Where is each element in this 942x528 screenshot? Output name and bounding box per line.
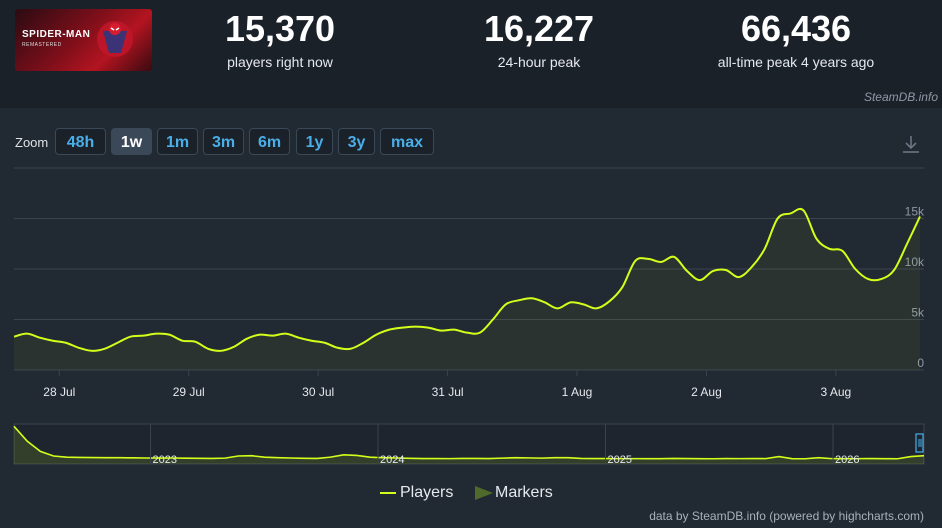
markers-flag-icon	[475, 485, 493, 500]
y-axis-labels: 0 5k 10k 15k	[905, 205, 925, 371]
zoom-1m-button[interactable]: 1m	[157, 128, 198, 155]
stat-label: all-time peak 4 years ago	[717, 54, 875, 70]
x-tick-label: 2 Aug	[691, 385, 722, 399]
stat-label: 24-hour peak	[497, 54, 581, 70]
y-tick-label: 0	[917, 356, 924, 370]
stat-players-now: 15,370 players right now	[180, 8, 380, 70]
stat-value: 16,227	[483, 8, 595, 49]
zoom-3y-button[interactable]: 3y	[338, 128, 375, 155]
zoom-1y-button[interactable]: 1y	[296, 128, 333, 155]
players-line	[13, 207, 921, 352]
x-tick-label: 3 Aug	[821, 385, 852, 399]
game-title: SPIDER-MAN	[22, 29, 91, 40]
y-tick-label: 5k	[911, 306, 925, 320]
y-tick-label: 10k	[905, 255, 925, 269]
players-legend-swatch-icon	[380, 491, 396, 494]
navigator-year-label: 2024	[380, 454, 404, 466]
game-subtitle: REMASTERED	[22, 42, 62, 48]
x-tick-label: 29 Jul	[173, 385, 205, 399]
zoom-3m-button[interactable]: 3m	[203, 128, 244, 155]
zoom-48h-button[interactable]: 48h	[55, 128, 106, 155]
y-tick-label: 15k	[905, 205, 925, 219]
x-axis-labels: 28 Jul 29 Jul 30 Jul 31 Jul 1 Aug 2 Aug 3 Aug	[43, 370, 851, 399]
stats-header: SPIDER-MAN REMASTERED 15,370 players rig…	[0, 0, 942, 88]
legend-players-label: Players	[400, 484, 454, 501]
zoom-max-button[interactable]: max	[380, 128, 434, 155]
x-tick-label: 1 Aug	[562, 385, 593, 399]
navigator-year-label: 2026	[835, 454, 859, 466]
legend-markers[interactable]: Markers	[475, 484, 553, 502]
x-tick-label: 31 Jul	[432, 385, 464, 399]
chart-grid	[14, 167, 924, 371]
zoom-1w-button[interactable]: 1w	[111, 128, 152, 155]
download-icon[interactable]	[902, 135, 920, 155]
zoom-label: Zoom	[15, 135, 49, 150]
zoom-6m-button[interactable]: 6m	[249, 128, 290, 155]
navigator-year-label: 2025	[608, 454, 632, 466]
players-area	[14, 208, 920, 370]
navigator-year-label: 2023	[153, 454, 177, 466]
steamdb-watermark[interactable]: SteamDB.info	[863, 90, 938, 104]
spider-man-art-icon	[97, 21, 133, 57]
navigator-line	[13, 425, 925, 460]
x-tick-label: 28 Jul	[43, 385, 75, 399]
legend-players[interactable]: Players	[380, 484, 453, 502]
highcharts-credit[interactable]: data by SteamDB.info (powered by highcha…	[649, 509, 924, 523]
legend-markers-label: Markers	[495, 484, 553, 501]
stat-label: players right now	[227, 54, 333, 70]
navigator: 2023 2024 2025 2026	[13, 423, 925, 466]
game-capsule-image[interactable]: SPIDER-MAN REMASTERED	[15, 9, 152, 71]
stat-24h-peak: 16,227 24-hour peak	[439, 8, 639, 70]
chart-legend: Players Markers	[0, 484, 942, 504]
stat-value: 66,436	[740, 8, 852, 49]
stat-all-time-peak: 66,436 all-time peak 4 years ago	[696, 8, 896, 70]
x-tick-label: 30 Jul	[302, 385, 334, 399]
stat-value: 15,370	[224, 8, 336, 49]
